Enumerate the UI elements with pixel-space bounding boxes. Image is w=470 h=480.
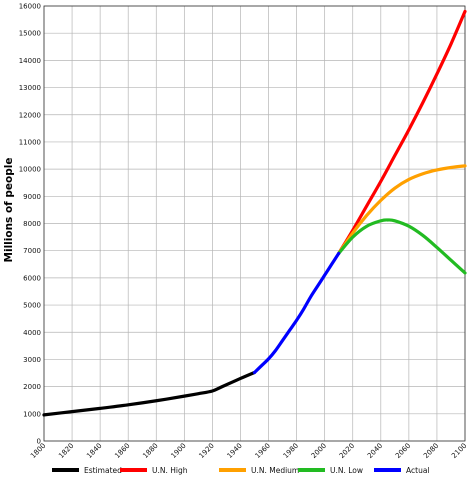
y-tick-label: 6000 xyxy=(23,274,41,282)
series-line-estimated xyxy=(42,370,257,417)
series-line-actual xyxy=(252,251,341,375)
x-axis-ticks: 1800 1820 1840 1860 1880 1900 1920 1940 1960 1980… xyxy=(29,442,468,460)
x-tick-label: 1940 xyxy=(226,442,244,460)
x-tick-label: 2060 xyxy=(394,442,412,460)
y-tick-label: 3000 xyxy=(23,356,41,364)
series-line-u-n-medium xyxy=(337,164,467,256)
y-tick-label: 15000 xyxy=(19,30,41,38)
legend-label-actual: Actual xyxy=(406,466,430,475)
x-tick-label: 2040 xyxy=(366,442,384,460)
x-tick-label: 2000 xyxy=(310,442,328,460)
legend-label-u-n-high: U.N. High xyxy=(152,466,188,475)
legend-label-u-n-medium: U.N. Medium xyxy=(251,466,299,475)
x-tick-label: 1900 xyxy=(169,442,187,460)
y-axis-ticks: 0 1000 2000 3000 4000 5000 6000 7000 8000 9000 100… xyxy=(19,3,41,446)
x-tick-label: 1980 xyxy=(282,442,300,460)
x-tick-label: 1960 xyxy=(254,442,272,460)
x-tick-label: 1920 xyxy=(198,442,216,460)
legend: Estimated U.N. High U.N. Medium U.N. Low Act… xyxy=(52,466,430,475)
y-tick-label: 8000 xyxy=(23,220,41,228)
y-tick-label: 9000 xyxy=(23,193,41,201)
legend-label-u-n-low: U.N. Low xyxy=(330,466,363,475)
x-tick-label: 1880 xyxy=(141,442,159,460)
y-tick-label: 5000 xyxy=(23,302,41,310)
y-tick-label: 13000 xyxy=(19,84,41,92)
y-tick-label: 10000 xyxy=(19,166,41,174)
y-tick-label: 11000 xyxy=(19,138,41,146)
x-tick-label: 2080 xyxy=(422,442,440,460)
x-tick-label: 2100 xyxy=(450,442,468,460)
x-tick-label: 1860 xyxy=(113,442,131,460)
x-tick-label: 1800 xyxy=(29,442,47,460)
x-tick-label: 1820 xyxy=(57,442,75,460)
y-axis-label: Millions of people xyxy=(3,158,15,263)
plot-frame xyxy=(43,5,466,442)
y-tick-label: 2000 xyxy=(23,383,41,391)
series-line-u-n-low xyxy=(337,218,467,275)
legend-label-estimated: Estimated xyxy=(84,466,122,475)
series-lines xyxy=(42,9,467,417)
y-tick-label: 16000 xyxy=(19,3,41,11)
series-line-u-n-high xyxy=(337,9,467,256)
y-tick-label: 14000 xyxy=(19,57,41,65)
x-tick-label: 2020 xyxy=(338,442,356,460)
y-tick-label: 4000 xyxy=(23,329,41,337)
y-tick-label: 7000 xyxy=(23,247,41,255)
y-tick-label: 1000 xyxy=(23,410,41,418)
y-tick-label: 12000 xyxy=(19,111,41,119)
y-tick-label: 0 xyxy=(37,438,41,446)
x-tick-label: 1840 xyxy=(85,442,103,460)
